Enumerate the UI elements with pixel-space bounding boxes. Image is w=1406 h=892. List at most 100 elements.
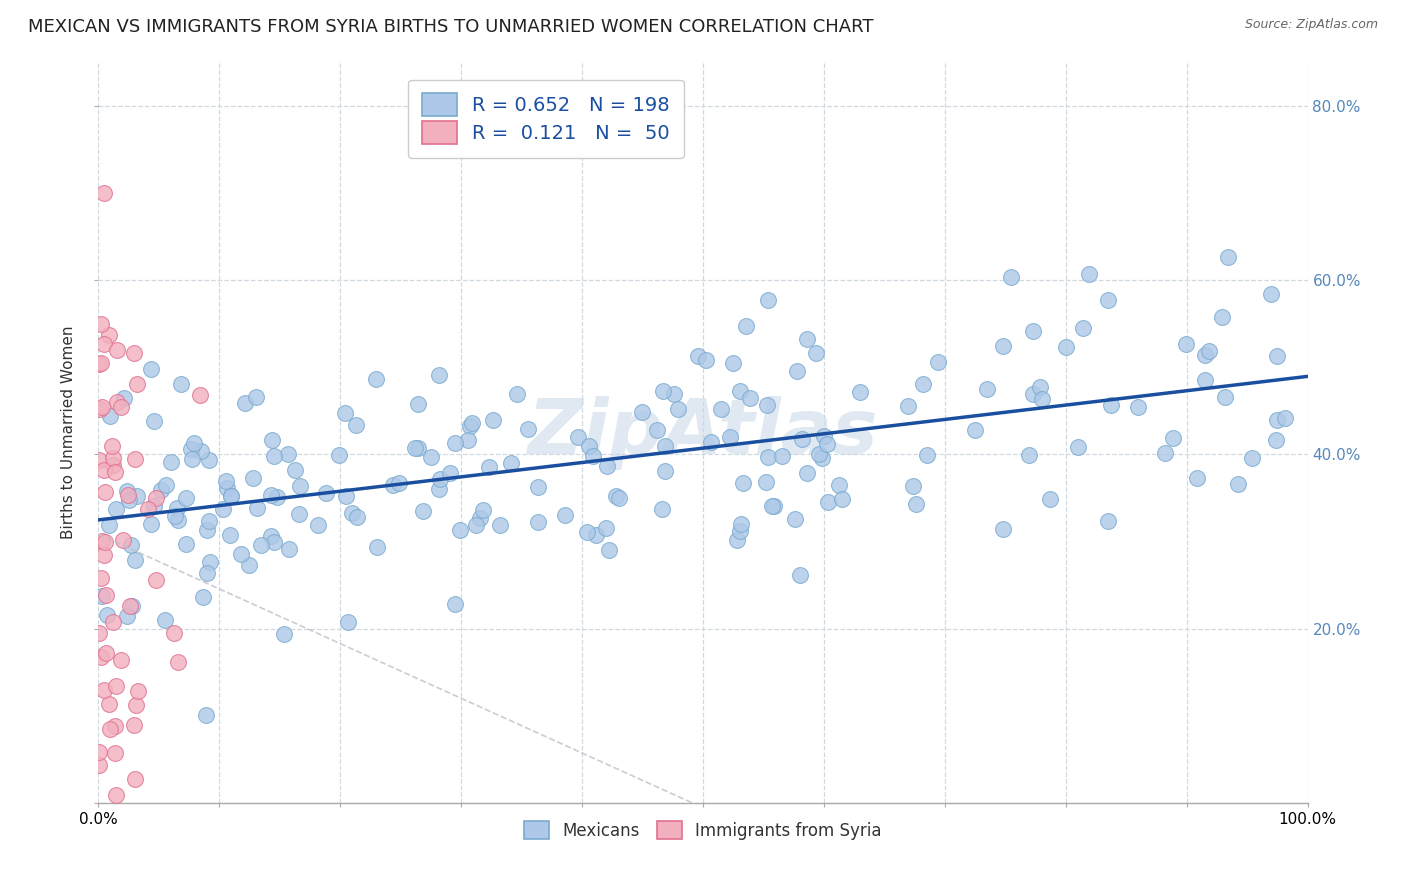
Point: [444, 436, 467, 450]
Point: [125, 698, 148, 713]
Point: [700, 434, 723, 449]
Point: [155, 477, 177, 491]
Point: [785, 512, 807, 526]
Point: [93, 683, 115, 698]
Point: [645, 423, 668, 437]
Point: [731, 475, 754, 490]
Point: [273, 627, 295, 641]
Point: [346, 509, 368, 524]
Point: [104, 719, 127, 733]
Point: [1260, 287, 1282, 301]
Point: [142, 500, 165, 514]
Point: [118, 493, 141, 508]
Point: [288, 479, 311, 493]
Point: [174, 537, 197, 551]
Point: [789, 567, 811, 582]
Point: [443, 598, 465, 612]
Point: [651, 502, 673, 516]
Point: [219, 489, 242, 503]
Point: [406, 397, 429, 411]
Point: [1039, 491, 1062, 506]
Point: [335, 489, 357, 503]
Point: [901, 479, 924, 493]
Point: [1071, 321, 1094, 335]
Point: [104, 679, 127, 693]
Point: [97, 517, 120, 532]
Point: [595, 459, 617, 474]
Point: [242, 471, 264, 485]
Point: [631, 405, 654, 419]
Point: [117, 488, 139, 502]
Point: [482, 412, 505, 426]
Text: MEXICAN VS IMMIGRANTS FROM SYRIA BIRTHS TO UNMARRIED WOMEN CORRELATION CHART: MEXICAN VS IMMIGRANTS FROM SYRIA BIRTHS …: [28, 18, 873, 36]
Point: [1022, 387, 1045, 401]
Point: [249, 538, 271, 552]
Point: [89, 401, 111, 416]
Point: [554, 508, 576, 523]
Point: [1031, 392, 1053, 406]
Point: [806, 345, 828, 359]
Point: [90, 571, 112, 585]
Point: [91, 590, 114, 604]
Point: [266, 491, 288, 505]
Point: [260, 488, 283, 502]
Point: [180, 442, 202, 457]
Y-axis label: Births to Unmarried Women: Births to Unmarried Women: [60, 326, 76, 540]
Point: [567, 429, 589, 443]
Point: [381, 477, 404, 491]
Point: [1175, 337, 1198, 351]
Point: [366, 540, 388, 554]
Point: [1000, 270, 1022, 285]
Point: [180, 451, 202, 466]
Point: [1265, 433, 1288, 447]
Point: [725, 533, 748, 548]
Point: [976, 382, 998, 396]
Point: [911, 377, 934, 392]
Point: [101, 439, 124, 453]
Point: [1077, 267, 1099, 281]
Point: [1185, 470, 1208, 484]
Point: [191, 591, 214, 605]
Point: [110, 400, 132, 414]
Point: [277, 541, 299, 556]
Point: [1099, 398, 1122, 412]
Point: [730, 517, 752, 532]
Point: [1097, 293, 1119, 307]
Point: [166, 501, 188, 516]
Point: [153, 613, 176, 627]
Point: [472, 503, 495, 517]
Point: [105, 789, 128, 803]
Point: [582, 449, 605, 463]
Point: [1021, 324, 1043, 338]
Point: [728, 524, 751, 539]
Point: [340, 506, 363, 520]
Point: [419, 450, 441, 465]
Point: [364, 372, 387, 386]
Point: [478, 459, 501, 474]
Point: [188, 388, 211, 402]
Point: [905, 497, 928, 511]
Point: [103, 458, 125, 472]
Point: [686, 350, 709, 364]
Point: [219, 490, 242, 504]
Point: [718, 430, 741, 444]
Point: [786, 364, 808, 378]
Point: [93, 186, 115, 200]
Point: [404, 441, 426, 455]
Point: [796, 332, 818, 346]
Point: [607, 491, 630, 505]
Legend: Mexicans, Immigrants from Syria: Mexicans, Immigrants from Syria: [517, 814, 889, 847]
Point: [87, 745, 110, 759]
Point: [288, 507, 311, 521]
Point: [259, 529, 281, 543]
Point: [110, 652, 132, 666]
Point: [1161, 431, 1184, 445]
Point: [1028, 380, 1050, 394]
Point: [87, 758, 110, 772]
Point: [229, 547, 252, 561]
Point: [94, 535, 117, 549]
Text: Source: ZipAtlas.com: Source: ZipAtlas.com: [1244, 18, 1378, 31]
Point: [848, 385, 870, 400]
Point: [105, 502, 128, 516]
Point: [735, 318, 758, 333]
